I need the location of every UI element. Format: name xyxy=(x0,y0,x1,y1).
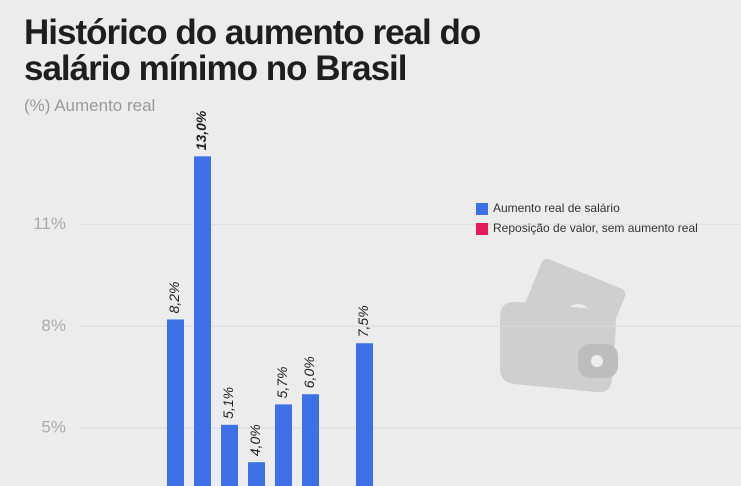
bar xyxy=(275,404,292,486)
legend-swatch xyxy=(476,223,488,235)
value-label: 7,5% xyxy=(355,305,371,337)
bar xyxy=(194,156,211,486)
value-label: 5,1% xyxy=(220,387,236,419)
chart-subtitle: (%) Aumento real xyxy=(24,96,155,115)
chart-title: Histórico do aumento real do xyxy=(24,13,481,52)
value-label: 5,7% xyxy=(274,367,290,399)
bar xyxy=(167,319,184,486)
y-tick-label: 8% xyxy=(41,316,66,335)
wallet-icon xyxy=(500,258,626,393)
legend-label: Aumento real de salário xyxy=(493,201,620,215)
bar xyxy=(248,462,265,486)
bar xyxy=(221,424,238,486)
bar xyxy=(302,394,319,486)
chart-title: salário mínimo no Brasil xyxy=(24,49,407,88)
value-label: 8,2% xyxy=(166,282,182,314)
value-label: 13,0% xyxy=(193,110,209,150)
bar xyxy=(356,343,373,486)
legend-swatch xyxy=(476,203,488,215)
value-label: 4,0% xyxy=(247,424,263,456)
y-tick-label: 11% xyxy=(33,214,66,233)
y-tick-label: 5% xyxy=(41,418,66,437)
value-label: 6,0% xyxy=(301,356,317,388)
legend-label: Reposição de valor, sem aumento real xyxy=(493,221,698,235)
